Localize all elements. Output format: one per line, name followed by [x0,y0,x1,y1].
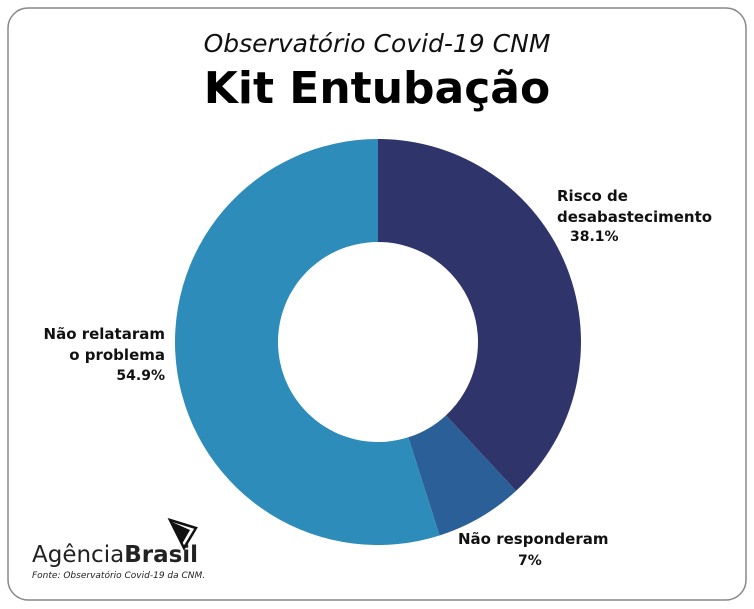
slice-label: Risco de desabastecimento [557,187,713,226]
logo-bold: Brasil [124,542,198,568]
logo-light: Agência [32,542,124,568]
frame [7,7,747,601]
value-label: 7% [518,553,542,569]
logo-icon [167,517,198,551]
slice [378,139,581,491]
slice [408,415,517,536]
chart-title: Kit Entubação [204,63,550,114]
source: Fonte: Observatório Covid-19 da CNM. [32,570,205,581]
slice-label: Não relataram o problema [43,325,165,364]
donut [174,139,581,546]
value-label: 54.9% [116,368,165,384]
logo: AgênciaBrasil [32,542,198,568]
chart-subtitle: Observatório Covid-19 CNM [204,29,551,58]
slice-label: Não responderam [458,530,609,548]
logo-icon-fill [172,522,190,544]
value-label: 38.1% [570,229,619,245]
slice [174,139,440,546]
